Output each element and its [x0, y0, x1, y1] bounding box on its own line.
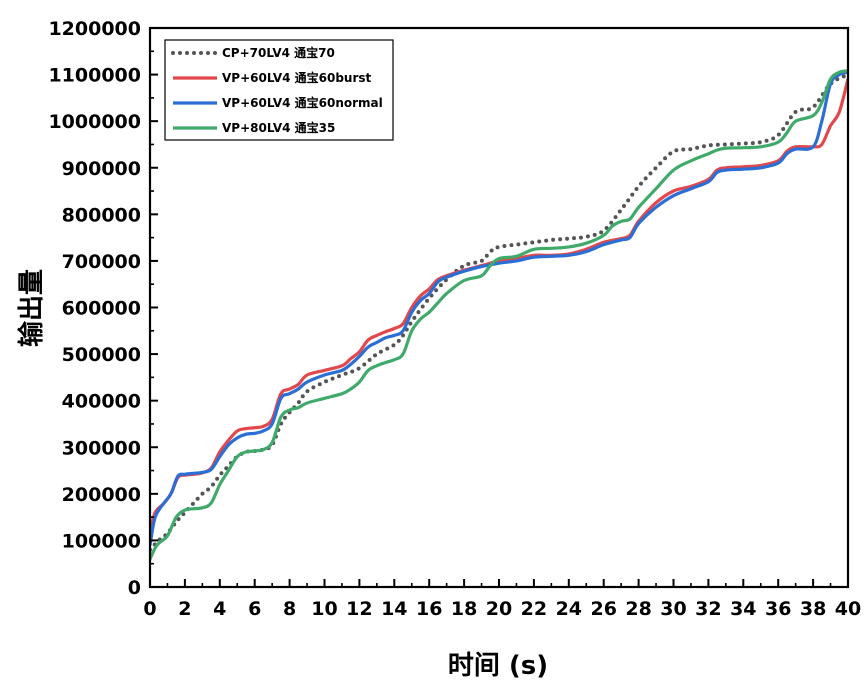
y-tick-label: 200000	[62, 484, 141, 506]
y-tick-label: 1200000	[48, 18, 141, 40]
y-tick-label: 1000000	[48, 111, 141, 133]
y-tick-label: 500000	[62, 344, 141, 366]
x-tick-label: 22	[521, 598, 547, 620]
x-axis-title: 时间 (s)	[448, 651, 548, 681]
series-line-1	[150, 72, 848, 552]
legend: CP+70LV4 通宝70 VP+60LV4 通宝60burst VP+60LV4 …	[164, 39, 394, 141]
x-tick-label: 14	[381, 598, 407, 620]
y-tick-label: 700000	[62, 251, 141, 273]
x-tick-label: 34	[730, 598, 756, 620]
legend-label: VP+60LV4 通宝60normal	[222, 95, 383, 110]
x-tick-label: 26	[590, 598, 616, 620]
y-tick-label: 100000	[62, 530, 141, 552]
series-layer	[150, 69, 848, 561]
x-tick-label: 4	[213, 598, 226, 620]
x-tick-label: 16	[416, 598, 442, 620]
x-tick-label: 28	[625, 598, 651, 620]
legend-label: VP+80LV4 通宝35	[222, 120, 335, 135]
x-tick-label: 2	[178, 598, 191, 620]
axes-layer: 0 2 4 6 8 10 12 14 16 18 20 22 24 26 28 30 32 34 36 38 40010…	[48, 18, 861, 620]
x-tick-label: 30	[660, 598, 686, 620]
x-tick-label: 40	[835, 598, 861, 620]
y-tick-label: 900000	[62, 158, 141, 180]
x-tick-label: 38	[800, 598, 826, 620]
legend-label: CP+70LV4 通宝70	[222, 45, 335, 60]
x-tick-label: 32	[695, 598, 721, 620]
x-tick-label: 6	[248, 598, 261, 620]
x-tick-label: 0	[143, 598, 156, 620]
x-tick-label: 24	[556, 598, 582, 620]
x-tick-label: 10	[311, 598, 337, 620]
legend-label: VP+60LV4 通宝60burst	[222, 70, 372, 85]
x-tick-label: 18	[451, 598, 477, 620]
series-line-2	[150, 77, 848, 533]
x-tick-label: 20	[486, 598, 512, 620]
y-tick-label: 400000	[62, 391, 141, 413]
series-line-3	[150, 70, 848, 547]
x-tick-label: 8	[283, 598, 296, 620]
x-tick-label: 36	[765, 598, 791, 620]
y-tick-label: 800000	[62, 204, 141, 226]
y-axis-title: 输出量	[16, 269, 47, 347]
y-tick-label: 300000	[62, 437, 141, 459]
series-line-4	[150, 69, 848, 561]
y-tick-label: 600000	[62, 298, 141, 320]
x-tick-label: 12	[346, 598, 372, 620]
legend-box	[164, 39, 394, 141]
y-tick-label: 1100000	[48, 65, 141, 87]
y-tick-label: 0	[128, 577, 141, 599]
